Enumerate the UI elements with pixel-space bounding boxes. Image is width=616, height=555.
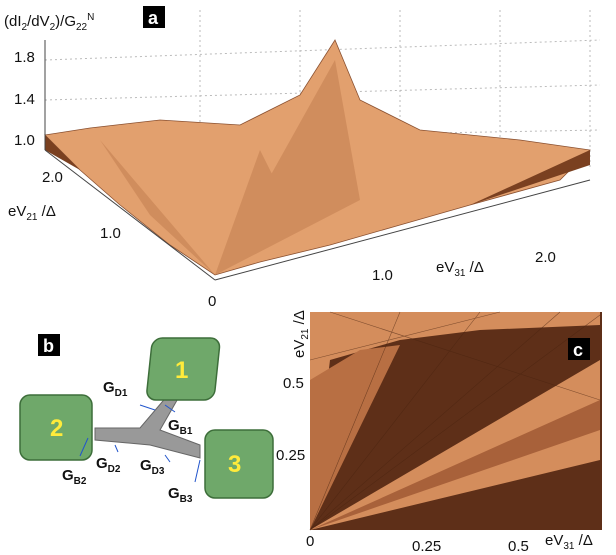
text-part: 22 bbox=[76, 22, 88, 33]
y-tick-label: 1.0 bbox=[100, 225, 121, 242]
x-tick-label: 1.0 bbox=[372, 267, 393, 284]
y-tick-label: 0.5 bbox=[283, 375, 304, 392]
text-part: G bbox=[103, 379, 115, 396]
text-part: (dI bbox=[4, 13, 22, 30]
surface-plot bbox=[45, 10, 600, 280]
text-part: eV bbox=[291, 340, 308, 358]
y-tick-label: 0.25 bbox=[276, 447, 305, 464]
conductance-label: GB3 bbox=[168, 485, 193, 505]
text-part: /Δ bbox=[574, 532, 592, 549]
x-tick-label: 2.0 bbox=[535, 249, 556, 266]
panel-label: a bbox=[148, 8, 159, 28]
terminal-number: 3 bbox=[228, 451, 241, 478]
text-part: G bbox=[96, 455, 108, 472]
z-tick-label: 1.8 bbox=[14, 49, 35, 66]
text-part: B1 bbox=[180, 426, 193, 437]
text-part: B2 bbox=[74, 476, 87, 487]
text-part: eV bbox=[436, 259, 454, 276]
text-part: eV bbox=[545, 532, 563, 549]
text-part: B3 bbox=[180, 494, 193, 505]
y-axis-title: eV21 /Δ bbox=[291, 310, 311, 358]
conductance-map bbox=[310, 312, 602, 530]
x-axis-title: eV31 /Δ bbox=[545, 532, 593, 552]
x-tick-label: 0.25 bbox=[412, 538, 441, 555]
x-tick-label: 0.5 bbox=[508, 538, 529, 555]
y-axis-title: eV21 /Δ bbox=[8, 203, 56, 223]
text-part: /Δ bbox=[465, 259, 483, 276]
y-tick-label: 2.0 bbox=[42, 169, 63, 186]
z-tick-label: 1.0 bbox=[14, 132, 35, 149]
origin-label: 0 bbox=[306, 533, 314, 550]
text-part: 31 bbox=[563, 541, 575, 552]
text-part: 21 bbox=[26, 212, 38, 223]
text-part: 31 bbox=[454, 268, 466, 279]
origin-label: 0 bbox=[208, 293, 216, 310]
text-part: G bbox=[168, 417, 180, 434]
conductance-label: GD1 bbox=[103, 379, 128, 399]
text-part: D1 bbox=[115, 388, 128, 399]
text-part: N bbox=[87, 12, 94, 23]
z-axis-title: (dI2/dV2)/G22N bbox=[4, 12, 94, 33]
text-part: D3 bbox=[152, 466, 165, 477]
conductance-label: GB2 bbox=[62, 467, 87, 487]
terminal-number: 2 bbox=[50, 415, 63, 442]
text-part: /Δ bbox=[291, 310, 308, 328]
text-part: /dV bbox=[27, 13, 50, 30]
panel-label: c bbox=[573, 340, 583, 360]
z-tick-label: 1.4 bbox=[14, 91, 35, 108]
text-part: /Δ bbox=[37, 203, 55, 220]
panel-label: b bbox=[43, 336, 54, 356]
text-part: D2 bbox=[108, 464, 121, 475]
text-part: G bbox=[62, 467, 74, 484]
text-part: )/G bbox=[55, 13, 76, 30]
text-part: G bbox=[140, 457, 152, 474]
terminal-number: 1 bbox=[175, 357, 188, 384]
text-part: G bbox=[168, 485, 180, 502]
figure: (dI2/dV2)/G22N a 1.8 1.4 1.0 2.0 eV21 /Δ… bbox=[0, 0, 616, 555]
conductance-label: GD2 bbox=[96, 455, 121, 475]
text-part: 21 bbox=[300, 328, 311, 340]
x-axis-title: eV31 /Δ bbox=[436, 259, 484, 279]
text-part: eV bbox=[8, 203, 26, 220]
conductance-label: GD3 bbox=[140, 457, 165, 477]
